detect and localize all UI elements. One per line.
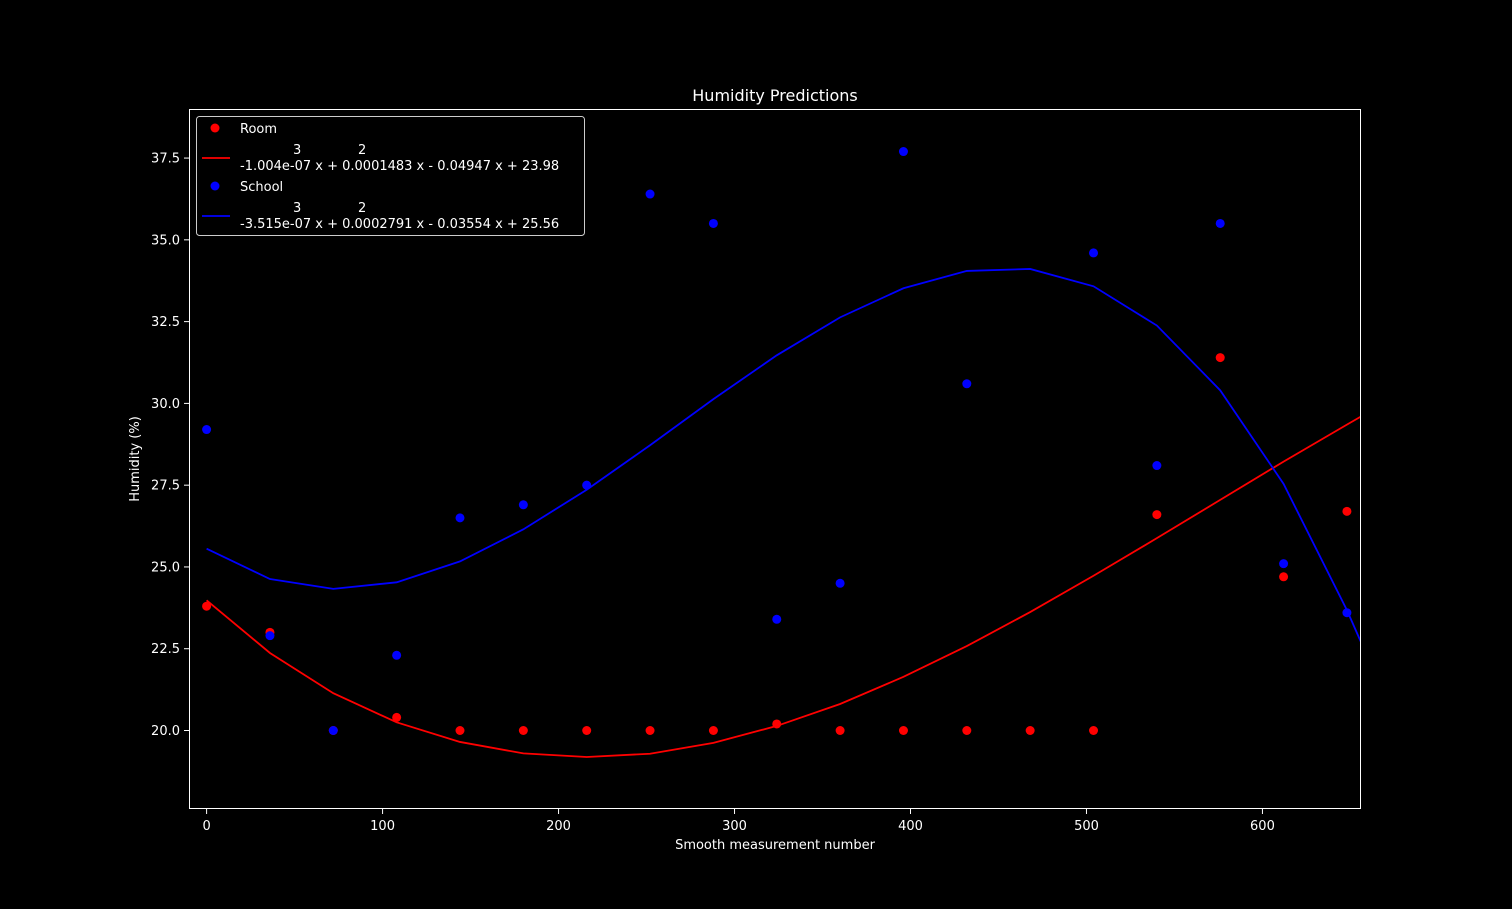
data-point-2 (835, 578, 845, 588)
data-point-2 (708, 218, 718, 228)
y-tick-label: 20.0 (151, 724, 180, 739)
legend: Room 3 2 -1.004e-07 x + 0.0001483 x - 0.… (196, 116, 585, 236)
data-point-0 (1215, 353, 1225, 363)
x-tick-label: 100 (370, 819, 395, 834)
y-tick-label: 25.0 (151, 560, 180, 575)
legend-label-school-fit: -3.515e-07 x + 0.0002791 x - 0.03554 x +… (240, 217, 559, 232)
data-point-2 (455, 513, 465, 523)
legend-box (196, 116, 585, 236)
data-point-2 (898, 147, 908, 157)
legend-marker-room (210, 123, 220, 133)
legend-label-school: School (240, 180, 283, 195)
x-tick-label: 500 (1074, 819, 1099, 834)
y-axis: 20.0 22.5 25.0 27.5 30.0 32.5 35.0 37.5 (151, 152, 189, 739)
data-point-2 (772, 614, 782, 624)
y-tick-label: 27.5 (151, 479, 180, 494)
data-point-0 (1025, 725, 1035, 735)
data-point-0 (1089, 725, 1099, 735)
data-point-0 (835, 725, 845, 735)
x-axis-label: Smooth measurement number (675, 838, 876, 853)
data-point-2 (392, 650, 402, 660)
data-point-0 (518, 725, 528, 735)
x-tick-label: 600 (1250, 819, 1275, 834)
data-point-2 (1215, 218, 1225, 228)
y-tick-label: 35.0 (151, 233, 180, 248)
data-point-2 (265, 631, 275, 641)
data-point-0 (645, 725, 655, 735)
y-tick-label: 37.5 (151, 152, 180, 167)
legend-exponent-3: 3 (293, 201, 301, 216)
legend-label-room-fit: -1.004e-07 x + 0.0001483 x - 0.04947 x +… (240, 159, 559, 174)
plot-frame (189, 109, 1361, 809)
x-tick-label: 400 (898, 819, 923, 834)
data-point-0 (392, 712, 402, 722)
x-tick-label: 300 (722, 819, 747, 834)
data-point-2 (645, 189, 655, 199)
data-point-0 (1152, 510, 1162, 520)
fit-line-3 (206, 268, 1361, 643)
data-point-0 (1342, 506, 1352, 516)
chart-title: Humidity Predictions (692, 86, 857, 105)
legend-exponent-2: 2 (358, 143, 366, 158)
fit-line-1 (206, 415, 1361, 758)
data-point-2 (1089, 248, 1099, 258)
data-point-2 (1152, 461, 1162, 471)
y-tick-label: 32.5 (151, 315, 180, 330)
y-tick-label: 30.0 (151, 397, 180, 412)
data-point-0 (455, 725, 465, 735)
series-layer (202, 147, 1361, 758)
data-point-2 (962, 379, 972, 389)
legend-exponent-3: 3 (293, 143, 301, 158)
legend-marker-school (210, 181, 220, 191)
data-point-0 (1279, 572, 1289, 582)
legend-exponent-2: 2 (358, 201, 366, 216)
data-point-2 (1279, 559, 1289, 569)
legend-label-room: Room (240, 122, 277, 137)
x-axis: 0 100 200 300 400 500 600 (202, 809, 1275, 834)
data-point-2 (202, 425, 212, 435)
data-point-2 (518, 500, 528, 510)
y-tick-label: 22.5 (151, 642, 180, 657)
data-point-2 (328, 725, 338, 735)
y-axis-label: Humidity (%) (128, 416, 143, 502)
data-point-0 (708, 725, 718, 735)
x-tick-label: 0 (202, 819, 210, 834)
data-point-0 (202, 601, 212, 611)
x-tick-label: 200 (546, 819, 571, 834)
data-point-0 (582, 725, 592, 735)
data-point-0 (962, 725, 972, 735)
data-point-0 (898, 725, 908, 735)
